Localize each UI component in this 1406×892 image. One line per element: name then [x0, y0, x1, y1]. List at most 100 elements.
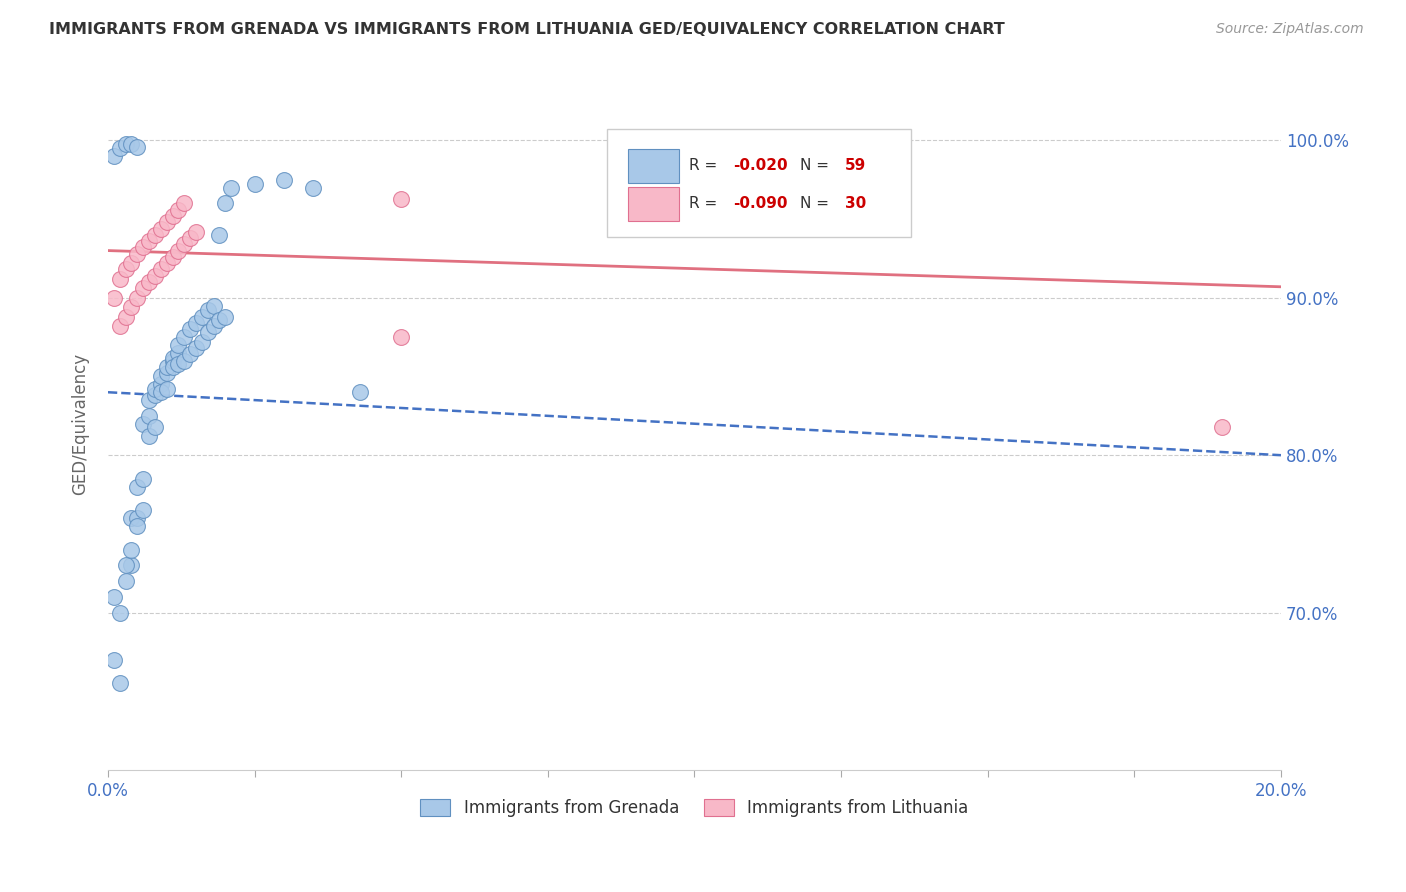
Point [389, 192, 412, 206]
Text: -0.090: -0.090 [733, 196, 787, 211]
Text: R =: R = [689, 196, 721, 211]
Text: 30: 30 [845, 196, 866, 211]
Y-axis label: GED/Equivalency: GED/Equivalency [72, 352, 89, 495]
Point [120, 256, 142, 270]
Point [162, 209, 184, 223]
Text: IMMIGRANTS FROM GRENADA VS IMMIGRANTS FROM LITHUANIA GED/EQUIVALENCY CORRELATION: IMMIGRANTS FROM GRENADA VS IMMIGRANTS FR… [49, 22, 1005, 37]
Point [114, 574, 136, 588]
Point [1211, 420, 1233, 434]
FancyBboxPatch shape [627, 149, 679, 183]
Point [208, 227, 231, 242]
Point [349, 385, 371, 400]
Point [127, 480, 149, 494]
Point [184, 225, 207, 239]
Point [120, 136, 142, 151]
Point [108, 319, 131, 334]
Point [149, 221, 172, 235]
Point [197, 303, 219, 318]
FancyBboxPatch shape [606, 129, 911, 236]
Point [162, 353, 184, 368]
Point [114, 262, 136, 277]
Point [103, 653, 125, 667]
Point [156, 359, 179, 374]
Point [143, 268, 166, 283]
Point [179, 322, 201, 336]
Point [162, 250, 184, 264]
Point [167, 357, 190, 371]
Point [162, 351, 184, 365]
Point [120, 300, 142, 314]
Point [103, 149, 125, 163]
Point [108, 676, 131, 690]
Point [162, 359, 184, 374]
Point [132, 503, 155, 517]
Point [132, 417, 155, 431]
Point [108, 141, 131, 155]
Point [149, 369, 172, 384]
Point [143, 388, 166, 402]
Point [132, 281, 155, 295]
Text: R =: R = [689, 158, 721, 173]
Point [208, 313, 231, 327]
Point [127, 519, 149, 533]
Point [173, 237, 195, 252]
Text: Source: ZipAtlas.com: Source: ZipAtlas.com [1216, 22, 1364, 37]
Point [219, 180, 242, 194]
Point [167, 346, 190, 360]
Point [138, 234, 160, 248]
Point [214, 310, 236, 324]
Point [273, 173, 295, 187]
Point [389, 330, 412, 344]
Point [167, 338, 190, 352]
Text: -0.020: -0.020 [733, 158, 787, 173]
Point [108, 272, 131, 286]
Point [191, 334, 214, 349]
Point [167, 202, 190, 217]
Point [103, 590, 125, 604]
Point [138, 275, 160, 289]
Point [108, 606, 131, 620]
Point [173, 196, 195, 211]
Point [114, 310, 136, 324]
Point [197, 326, 219, 340]
Point [138, 393, 160, 408]
Point [120, 542, 142, 557]
Point [143, 227, 166, 242]
Text: N =: N = [800, 158, 834, 173]
Point [138, 409, 160, 423]
Text: N =: N = [800, 196, 834, 211]
Point [138, 429, 160, 443]
Point [179, 347, 201, 361]
Point [184, 316, 207, 330]
Point [202, 299, 225, 313]
Point [127, 511, 149, 525]
Point [156, 256, 179, 270]
Point [243, 178, 266, 192]
Point [179, 231, 201, 245]
Point [173, 353, 195, 368]
Point [103, 291, 125, 305]
Point [191, 310, 214, 324]
Point [127, 291, 149, 305]
Point [156, 367, 179, 381]
Point [214, 196, 236, 211]
Point [149, 377, 172, 392]
Point [302, 180, 325, 194]
Point [149, 262, 172, 277]
Point [114, 136, 136, 151]
Point [132, 240, 155, 254]
Point [167, 244, 190, 258]
FancyBboxPatch shape [627, 186, 679, 221]
Point [173, 330, 195, 344]
Point [202, 319, 225, 334]
Point [156, 382, 179, 396]
Text: 59: 59 [845, 158, 866, 173]
Point [120, 558, 142, 573]
Point [114, 558, 136, 573]
Point [127, 246, 149, 260]
Point [127, 139, 149, 153]
Legend: Immigrants from Grenada, Immigrants from Lithuania: Immigrants from Grenada, Immigrants from… [413, 792, 976, 824]
Point [149, 385, 172, 400]
Point [184, 341, 207, 355]
Point [120, 511, 142, 525]
